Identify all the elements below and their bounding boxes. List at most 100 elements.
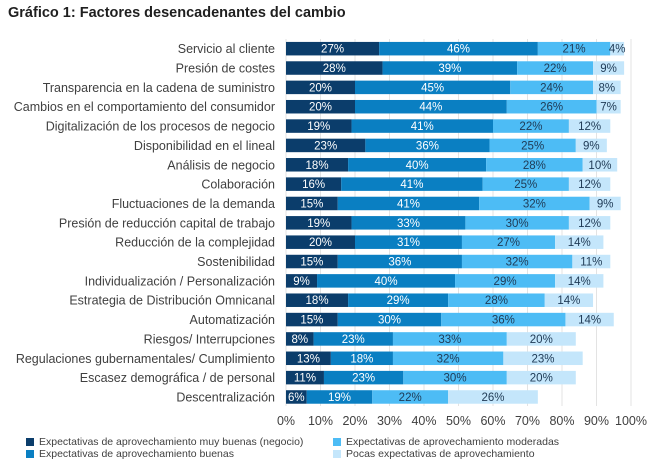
data-label: 8% (291, 334, 308, 346)
data-label: 19% (307, 121, 330, 133)
bar-segment (448, 390, 538, 404)
data-label: 9% (600, 63, 617, 75)
bar-segment (596, 99, 621, 114)
data-label: 36% (388, 257, 411, 269)
data-label: 18% (350, 353, 373, 365)
bar-segment (506, 332, 576, 346)
data-label: 45% (421, 82, 444, 94)
bar-segment (286, 235, 355, 249)
legend-item-moderadas: Expectativas de aprovechamiento moderada… (333, 436, 559, 448)
bar-segment (482, 177, 569, 191)
data-label: 18% (306, 160, 329, 172)
bar-segment (355, 235, 462, 249)
bar-segment (348, 158, 487, 172)
legend-label: Expectativas de aprovechamiento muy buen… (39, 436, 304, 448)
data-label: 39% (438, 63, 461, 75)
data-label: 12% (578, 179, 601, 191)
data-label: 30% (378, 315, 401, 327)
data-label: 15% (300, 257, 323, 269)
data-label: 21% (563, 44, 586, 56)
data-label: 26% (481, 392, 504, 404)
data-label: 6% (288, 392, 305, 404)
x-tick-label: 10% (308, 414, 333, 428)
data-label: 22% (544, 63, 567, 75)
bar-segment (306, 390, 373, 404)
bar-segment (286, 99, 355, 114)
bar-segment (365, 138, 490, 153)
bar-segment (575, 138, 607, 153)
data-label: 32% (506, 257, 529, 269)
bar-segment (313, 332, 393, 346)
category-label: Regulaciones gubernamentales/ Cumplimien… (16, 352, 275, 366)
bar-segment (286, 61, 383, 75)
data-label: 10% (588, 160, 611, 172)
category-label: Estrategia de Distribución Omnicanal (69, 294, 275, 308)
data-label: 11% (580, 257, 602, 269)
x-tick-label: 30% (377, 414, 402, 428)
bar-segment (610, 41, 625, 56)
data-label: 27% (321, 44, 344, 56)
bar-segment (351, 119, 493, 133)
data-label: 41% (397, 198, 420, 210)
bar-segment (348, 293, 449, 307)
data-label: 30% (506, 218, 529, 230)
bar-segment (486, 158, 583, 172)
data-label: 14% (557, 295, 580, 307)
bar-segment (372, 390, 449, 404)
data-label: 29% (494, 276, 517, 288)
data-label: 22% (399, 392, 422, 404)
data-label: 23% (352, 373, 375, 385)
data-label: 36% (492, 315, 515, 327)
data-label: 32% (437, 353, 460, 365)
bar-segment (337, 312, 442, 327)
category-label: Automatización (190, 313, 276, 327)
data-label: 28% (523, 160, 546, 172)
bar-segment (286, 119, 352, 133)
data-label: 32% (523, 198, 546, 210)
bar-segment (572, 254, 611, 269)
x-tick-label: 60% (480, 414, 505, 428)
category-label: Servicio al cliente (178, 42, 275, 56)
x-tick-label: 50% (446, 414, 471, 428)
x-tick-labels: 0% 10% 20% 30% 40% 50% 60% 70% 80% 90% 100% (277, 414, 647, 428)
bar-segment (323, 370, 404, 385)
bar-segment (286, 312, 338, 327)
legend-item-buenas: Expectativas de aprovechamiento buenas (26, 448, 234, 460)
data-label: 25% (521, 140, 544, 152)
data-label: 20% (309, 102, 332, 114)
data-label: 7% (600, 102, 617, 114)
data-label: 31% (397, 237, 420, 249)
bar-segment (593, 80, 621, 95)
data-label: 28% (323, 63, 346, 75)
data-label: 33% (438, 334, 461, 346)
bar-segment (565, 312, 614, 327)
data-label: 29% (387, 295, 410, 307)
data-label: 4% (609, 44, 626, 56)
data-label: 41% (400, 179, 423, 191)
data-label: 19% (328, 392, 351, 404)
bar-segment (286, 41, 380, 56)
x-tick-label: 0% (277, 414, 295, 428)
legend-item-pocas: Pocas expectativas de aprovechamiento (333, 448, 535, 460)
bar-segment (317, 274, 456, 288)
data-label: 15% (300, 198, 323, 210)
bar-segment (355, 99, 507, 114)
legend-item-muy-buenas: Expectativas de aprovechamiento muy buen… (26, 436, 303, 448)
bar-segment (568, 216, 611, 230)
x-tick-label: 90% (584, 414, 609, 428)
bar-segment (582, 158, 618, 172)
bar-segment (461, 254, 573, 269)
data-label: 20% (309, 82, 332, 94)
data-label: 23% (342, 334, 365, 346)
category-label: Escasez demográfica / de personal (80, 371, 275, 385)
category-label: Individualización / Personalización (85, 274, 275, 288)
data-label: 30% (444, 373, 467, 385)
bar-segment (286, 216, 352, 230)
legend-swatch (26, 438, 34, 446)
data-label: 8% (599, 82, 616, 94)
data-label: 12% (578, 121, 601, 133)
data-label: 18% (306, 295, 329, 307)
data-label: 20% (530, 334, 553, 346)
data-label: 16% (302, 179, 325, 191)
legend-label: Expectativas de aprovechamiento moderada… (346, 436, 560, 448)
